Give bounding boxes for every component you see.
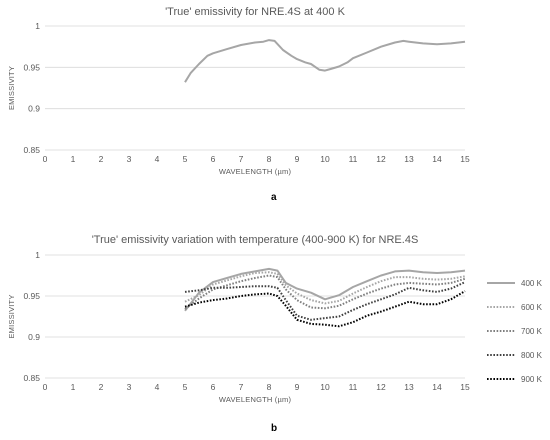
legend-label: 600 K: [521, 303, 543, 312]
figure-b: 'True' emissivity variation with tempera…: [0, 228, 550, 440]
x-tick-label: 15: [460, 382, 470, 392]
y-tick-label: 1: [35, 21, 40, 31]
x-tick-label: 9: [295, 154, 300, 164]
x-tick-label: 1: [71, 154, 76, 164]
x-tick-label: 6: [211, 382, 216, 392]
y-tick-label: 1: [35, 250, 40, 260]
x-tick-label: 0: [43, 382, 48, 392]
x-tick-label: 10: [320, 382, 330, 392]
x-tick-label: 1: [71, 382, 76, 392]
x-tick-label: 13: [404, 382, 414, 392]
x-tick-label: 5: [183, 382, 188, 392]
series-line-800-k: [184, 281, 466, 321]
y-tick-label: 0.85: [23, 145, 40, 155]
figure-a: 'True' emissivity for NRE.4S at 400 K 0.8…: [0, 0, 550, 215]
y-tick-label: 0.95: [23, 62, 40, 72]
legend-label: 400 K: [521, 279, 543, 288]
x-tick-label: 2: [99, 382, 104, 392]
chart-a: 'True' emissivity for NRE.4S at 400 K 0.8…: [7, 6, 470, 176]
legend-label: 900 K: [521, 375, 543, 384]
x-tick-label: 11: [349, 154, 358, 164]
x-tick-label: 7: [239, 382, 244, 392]
x-tick-label: 9: [295, 382, 300, 392]
y-tick-label: 0.85: [23, 373, 40, 383]
chart-title: 'True' emissivity variation with tempera…: [92, 234, 419, 246]
series-line-700-k: [184, 274, 466, 310]
series-line-400-k: [184, 267, 466, 312]
x-tick-label: 12: [376, 382, 386, 392]
x-tick-label: 2: [99, 154, 104, 164]
x-tick-label: 4: [155, 382, 160, 392]
panel-label-a: a: [271, 192, 277, 203]
x-tick-label: 3: [127, 154, 132, 164]
series-line-0: [184, 39, 466, 83]
x-tick-label: 3: [127, 382, 132, 392]
x-tick-label: 10: [320, 154, 330, 164]
x-tick-label: 14: [432, 382, 442, 392]
x-tick-label: 6: [211, 154, 216, 164]
chart-title: 'True' emissivity for NRE.4S at 400 K: [165, 6, 346, 18]
x-tick-label: 14: [432, 154, 442, 164]
y-axis-label: EMISSIVITY: [7, 66, 16, 110]
x-tick-label: 13: [404, 154, 414, 164]
x-tick-label: 11: [349, 382, 358, 392]
y-tick-label: 0.9: [28, 332, 40, 342]
x-tick-label: 5: [183, 154, 188, 164]
panel-label-b: b: [271, 423, 278, 434]
y-tick-label: 0.95: [23, 291, 40, 301]
x-tick-label: 8: [267, 382, 272, 392]
x-tick-label: 15: [460, 154, 470, 164]
x-axis-label: WAVELENGTH (µm): [219, 395, 292, 404]
y-tick-label: 0.9: [28, 104, 40, 114]
x-tick-label: 4: [155, 154, 160, 164]
x-tick-label: 12: [376, 154, 386, 164]
x-tick-label: 7: [239, 154, 244, 164]
x-tick-label: 0: [43, 154, 48, 164]
x-axis-label: WAVELENGTH (µm): [219, 167, 292, 176]
x-tick-label: 8: [267, 154, 272, 164]
chart-b: 'True' emissivity variation with tempera…: [7, 234, 543, 404]
series-line-600-k: [184, 271, 466, 305]
legend-label: 700 K: [521, 327, 543, 336]
legend-label: 800 K: [521, 351, 543, 360]
y-axis-label: EMISSIVITY: [7, 294, 16, 338]
